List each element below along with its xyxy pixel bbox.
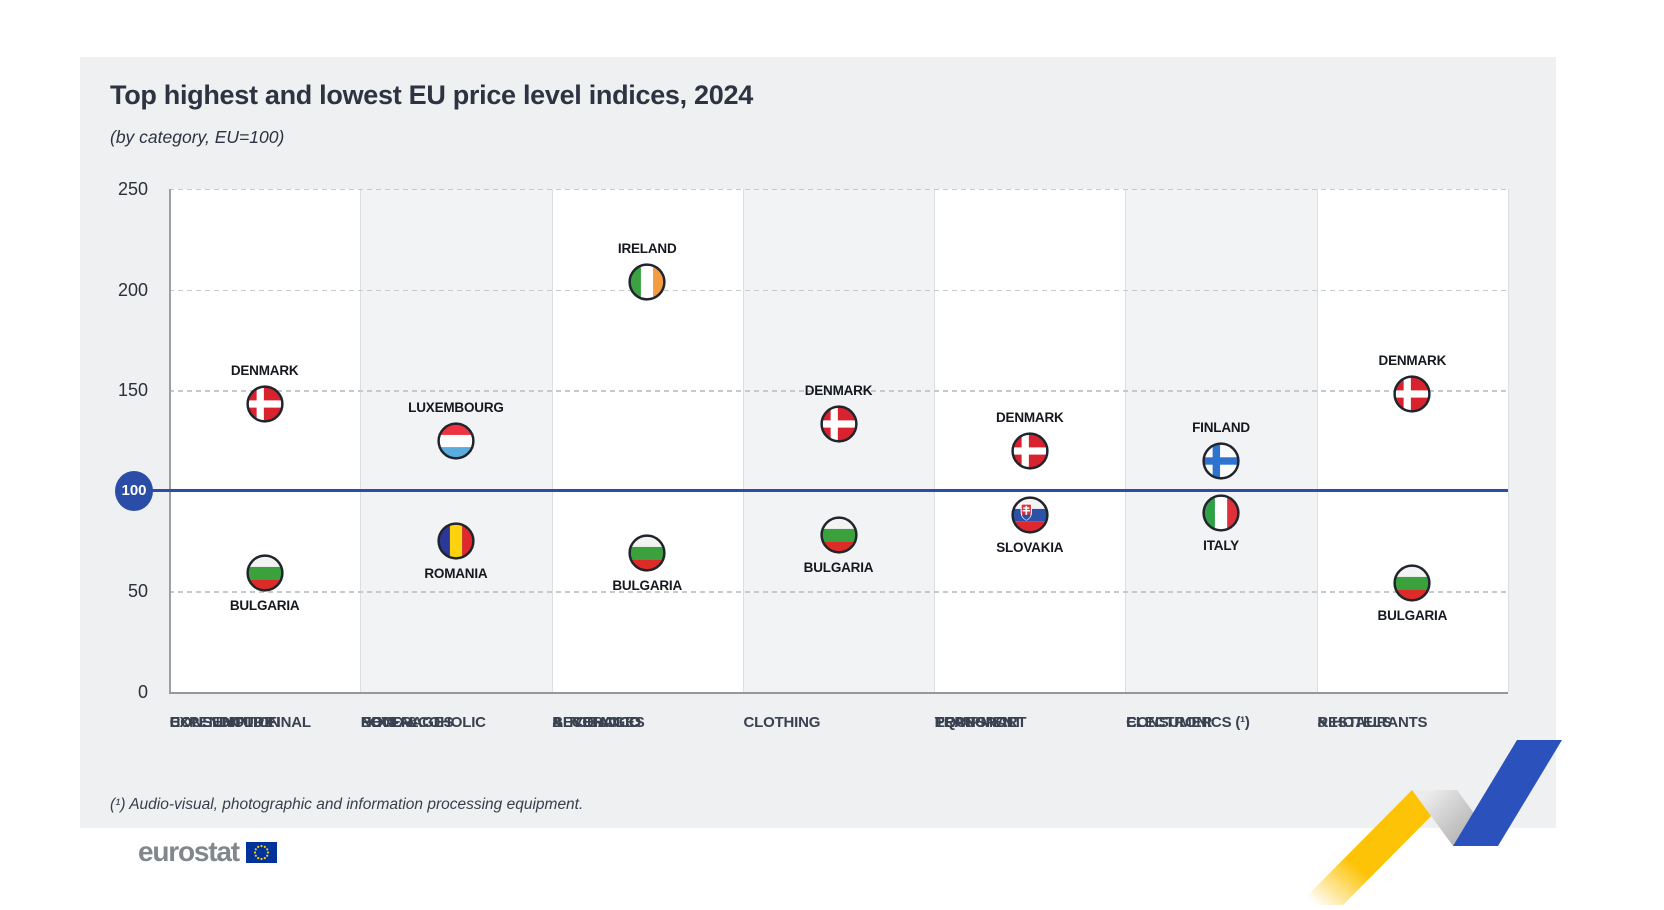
footnote: (¹) Audio-visual, photographic and infor… <box>110 796 584 813</box>
data-point-high-luxembourg <box>437 422 475 460</box>
data-point-high-denmark <box>1393 375 1431 413</box>
y-axis-tick-label: 150 <box>117 380 148 401</box>
eu-flag-icon <box>245 841 277 863</box>
country-label: FINLAND <box>1192 419 1250 435</box>
country-label: DENMARK <box>804 383 873 399</box>
denmark-flag-icon <box>820 405 858 443</box>
gridline <box>169 289 1508 291</box>
band-divider <box>934 189 936 692</box>
y-axis-tick-label: 200 <box>117 279 148 300</box>
data-point-low-bulgaria <box>820 516 858 554</box>
gridline <box>169 591 1508 593</box>
country-label: DENMARK <box>995 409 1064 425</box>
y-axis-tick-label: 50 <box>127 581 148 602</box>
italy-flag-icon <box>1202 494 1240 532</box>
data-point-high-ireland <box>628 263 666 301</box>
category-label-line: CONSUMER <box>1126 714 1212 731</box>
chart-title: Top highest and lowest EU price level in… <box>110 80 753 110</box>
category-label-line: BEVERAGES <box>360 714 454 731</box>
eu-flag-stars <box>253 844 269 860</box>
category-label-line: PERSONAL <box>934 714 1017 731</box>
category-label-line: ALCOHOLIC <box>552 714 640 731</box>
country-label: IRELAND <box>617 240 677 256</box>
category-label-line: ELECTRONICS (¹) <box>1126 714 1250 731</box>
band-divider <box>551 189 553 692</box>
band-divider <box>1125 189 1127 692</box>
ribbon-blue-stripe <box>1453 740 1562 846</box>
country-label: ITALY <box>1203 537 1239 553</box>
data-point-low-italy <box>1202 494 1240 532</box>
country-label: BULGARIA <box>229 598 300 614</box>
gridline <box>169 390 1508 392</box>
y-axis-line <box>169 189 171 692</box>
band-divider <box>1316 189 1318 692</box>
category-label-line: TRANSPORT <box>934 714 1027 731</box>
category-label-line: NON-ALCOHOLIC <box>360 714 486 731</box>
category-label-line: BEVERAGES <box>552 714 645 731</box>
category-label-line: EXPENDITURE <box>169 714 275 731</box>
category-band <box>1125 189 1317 692</box>
bulgaria-flag-icon <box>1393 564 1431 602</box>
eurostat-logo: eurostat <box>138 837 277 867</box>
category-label-line: CONSUMPTION <box>169 714 281 731</box>
country-label: BULGARIA <box>612 578 683 594</box>
bulgaria-flag-icon <box>820 516 858 554</box>
data-point-high-denmark <box>820 405 858 443</box>
x-axis-line <box>169 692 1508 694</box>
band-divider <box>742 189 744 692</box>
category-label-line: HOUSEHOLD FINAL <box>169 714 311 731</box>
denmark-flag-icon <box>1393 375 1431 413</box>
country-label: DENMARK <box>230 363 299 379</box>
data-point-low-slovakia <box>1011 496 1049 534</box>
data-point-high-denmark <box>1011 432 1049 470</box>
data-point-low-romania <box>437 522 475 560</box>
data-point-low-bulgaria <box>246 554 284 592</box>
denmark-flag-icon <box>246 385 284 423</box>
band-divider <box>1508 189 1509 692</box>
country-label: LUXEMBOURG <box>408 399 504 415</box>
romania-flag-icon <box>437 522 475 560</box>
category-label-line: FOOD & <box>360 714 419 731</box>
y-axis-tick-label: 0 <box>137 682 148 702</box>
band-divider <box>360 189 362 692</box>
data-point-low-bulgaria <box>1393 564 1431 602</box>
category-label-line: & TOBACCO <box>552 714 641 731</box>
luxembourg-flag-icon <box>437 422 475 460</box>
ribbon-yellow-stripe <box>1298 790 1457 905</box>
eurostat-ribbon-decoration <box>1298 740 1562 905</box>
data-point-low-bulgaria <box>628 534 666 572</box>
country-label: ROMANIA <box>424 566 488 582</box>
category-label-line: & HOTELS <box>1317 714 1392 731</box>
eu-baseline-line <box>152 489 1508 493</box>
denmark-flag-icon <box>1011 432 1049 470</box>
bulgaria-flag-icon <box>628 534 666 572</box>
category-band <box>169 189 361 692</box>
category-label-line: CLOTHING <box>743 714 821 731</box>
ireland-flag-icon <box>628 263 666 301</box>
data-point-high-finland <box>1202 442 1240 480</box>
category-label-line: RESTAURANTS <box>1317 714 1428 731</box>
country-label: BULGARIA <box>803 560 874 576</box>
country-label: BULGARIA <box>1377 608 1448 624</box>
eurostat-logo-text: eurostat <box>138 836 240 867</box>
data-point-high-denmark <box>246 385 284 423</box>
chart-subtitle: (by category, EU=100) <box>110 127 285 147</box>
y-axis-tick-label: 250 <box>117 179 148 199</box>
gridline <box>169 189 1508 191</box>
bulgaria-flag-icon <box>246 554 284 592</box>
finland-flag-icon <box>1202 442 1240 480</box>
eu-baseline-badge: 100 <box>115 471 153 511</box>
category-band <box>1316 189 1508 692</box>
country-label: DENMARK <box>1378 353 1447 369</box>
country-label: SLOVAKIA <box>996 539 1064 555</box>
slovakia-flag-icon <box>1011 496 1049 534</box>
category-label-line: EQUIPMENT <box>934 714 1023 731</box>
